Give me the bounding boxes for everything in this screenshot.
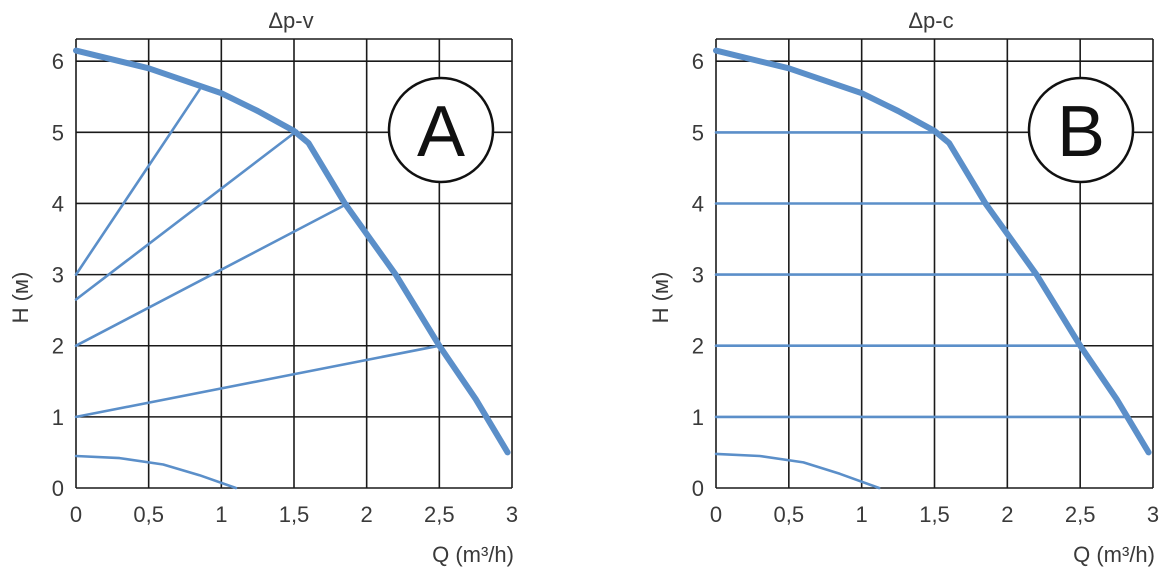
y-tick-label: 1 [692,405,704,430]
series-min-curve [74,454,238,490]
x-tick-label: 2,5 [424,502,455,527]
x-axis-label: Q (m³/h) [432,542,514,567]
y-tick-label: 2 [52,334,64,359]
x-tick-label: 1,5 [279,502,310,527]
y-tick-label: 4 [692,191,704,216]
series-max-curve [73,47,511,456]
y-axis-label: H (м) [8,272,33,324]
chart-title: Δp-v [268,8,313,33]
y-tick-label: 5 [692,120,704,145]
series-control-line [74,344,441,419]
badge-letter: A [417,92,465,172]
x-tick-label: 2 [1001,502,1013,527]
y-tick-label: 0 [692,476,704,501]
x-tick-label: 1,5 [919,502,950,527]
y-axis-label: H (м) [648,272,673,324]
y-tick-label: 6 [692,49,704,74]
y-tick-label: 6 [52,49,64,74]
x-tick-label: 0 [70,502,82,527]
series-control-line [74,88,201,276]
series-min-curve [714,452,881,490]
series-max-curve [713,47,1152,456]
badge-circle [1027,76,1135,184]
badge-letter: B [1057,92,1105,172]
series-control-line [74,129,299,301]
x-tick-label: 2,5 [1065,502,1096,527]
x-tick-label: 0 [710,502,722,527]
y-tick-label: 1 [52,405,64,430]
chart-title: Δp-c [908,8,953,33]
y-tick-label: 2 [692,334,704,359]
x-tick-label: 0,5 [133,502,164,527]
x-tick-label: 2 [361,502,373,527]
x-axis-label: Q (m³/h) [1073,542,1155,567]
y-tick-label: 3 [692,263,704,288]
y-tick-label: 4 [52,191,64,216]
y-tick-label: 5 [52,120,64,145]
x-tick-label: 3 [1147,502,1159,527]
x-tick-label: 0,5 [774,502,805,527]
series-control-line [74,202,350,347]
y-tick-label: 3 [52,263,64,288]
badge-circle [387,76,495,184]
x-tick-label: 1 [215,502,227,527]
chart-panel-0: 0 0,5 1 1,5 2 2,5 3 0 1 2 3 4 5 6 Δp-v Q (m³/h) H (м) A [8,8,518,567]
y-tick-label: 0 [52,476,64,501]
x-tick-label: 1 [856,502,868,527]
x-tick-label: 3 [506,502,518,527]
chart-panel-1: 0 0,5 1 1,5 2 2,5 3 0 1 2 3 4 5 6 Δp-c Q (m³/h) H (м) B [648,8,1159,567]
